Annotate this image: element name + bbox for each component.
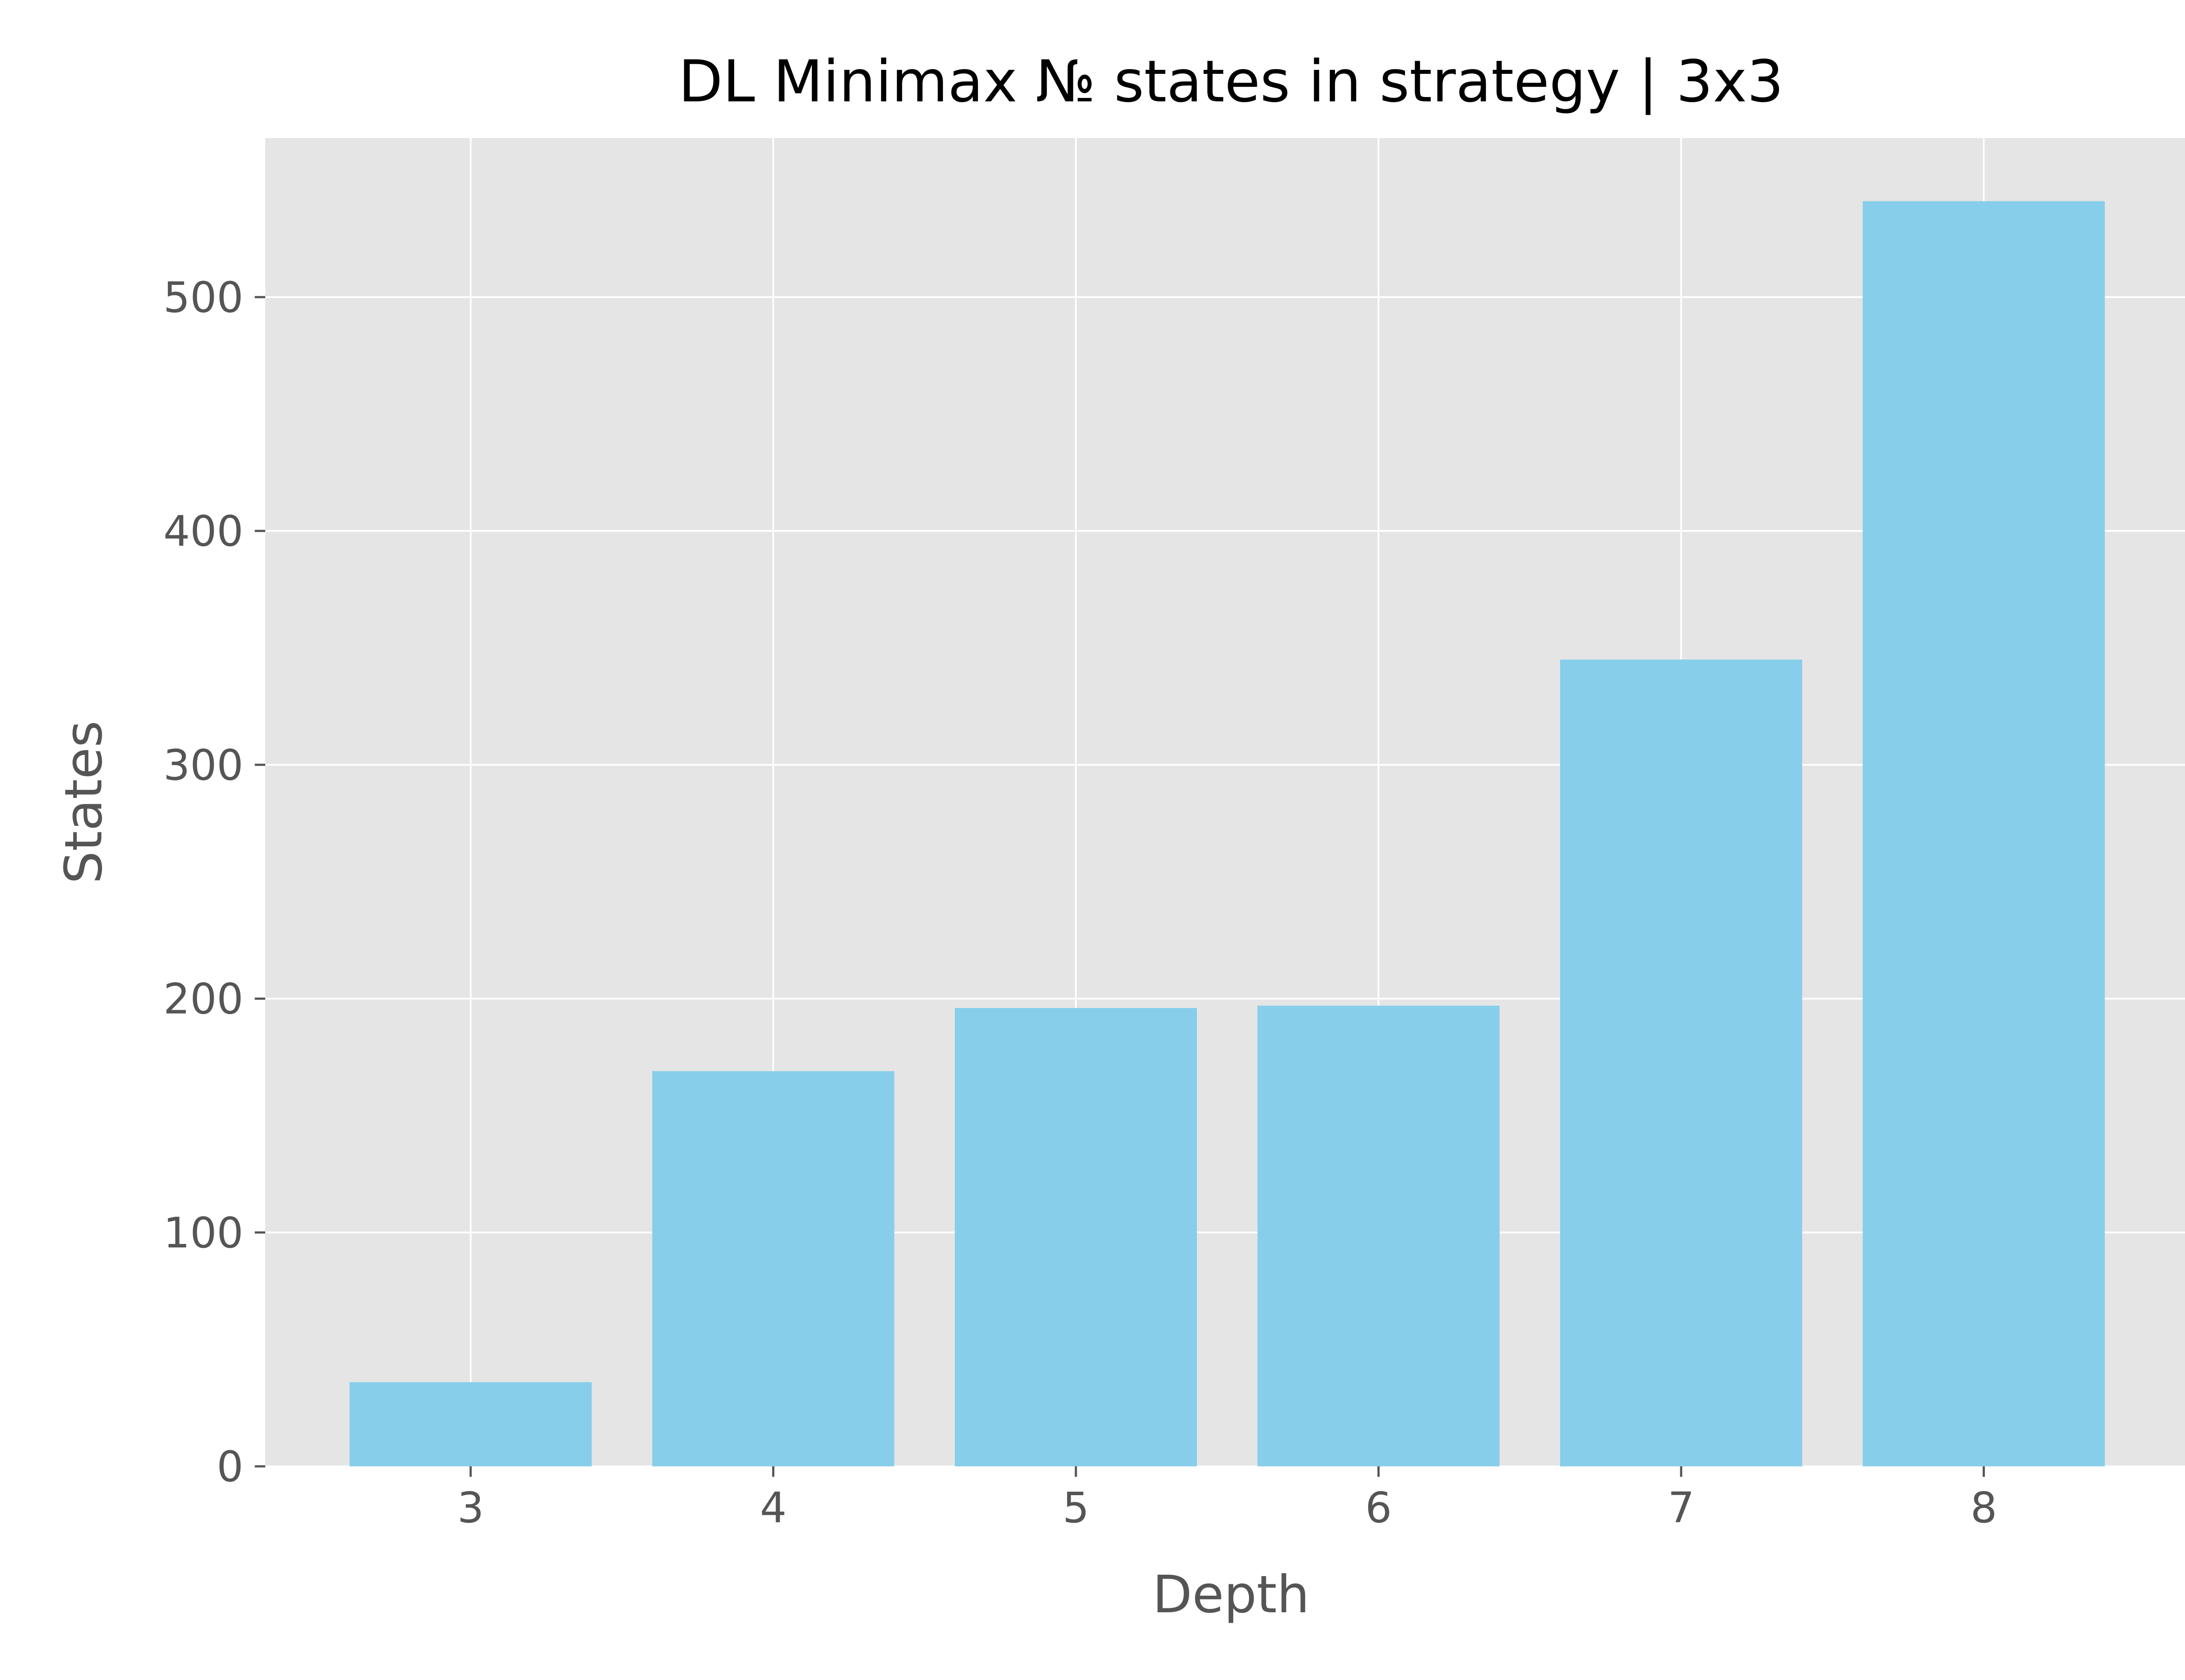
x-tick-label: 7	[1668, 1483, 1694, 1532]
bar-depth-7	[1560, 659, 1802, 1466]
bar-depth-8	[1862, 201, 2105, 1466]
y-tick-label: 300	[163, 741, 243, 790]
bar-depth-6	[1257, 1005, 1500, 1466]
chart-title: DL Minimax № states in strategy | 3x3	[678, 48, 1783, 115]
y-axis-label: States	[53, 720, 114, 884]
y-tick-label: 400	[163, 507, 243, 556]
bar-depth-4	[652, 1071, 895, 1466]
x-tick-label: 3	[457, 1483, 484, 1532]
bar-depth-3	[350, 1382, 592, 1466]
y-tick-label: 200	[163, 975, 243, 1024]
bars	[350, 201, 2105, 1466]
x-tick-label: 8	[1970, 1483, 1997, 1532]
axis-ticks: 3 4 5 6 7 8 0 100 200 300 400 500	[163, 273, 1997, 1532]
y-tick-label: 0	[217, 1442, 243, 1491]
x-tick-label: 6	[1365, 1483, 1392, 1532]
x-tick-label: 4	[760, 1483, 787, 1532]
x-axis-label: Depth	[1152, 1564, 1309, 1625]
x-tick-label: 5	[1062, 1483, 1089, 1532]
y-tick-label: 100	[163, 1209, 243, 1257]
y-tick-label: 500	[163, 273, 243, 322]
bar-depth-5	[955, 1008, 1197, 1466]
